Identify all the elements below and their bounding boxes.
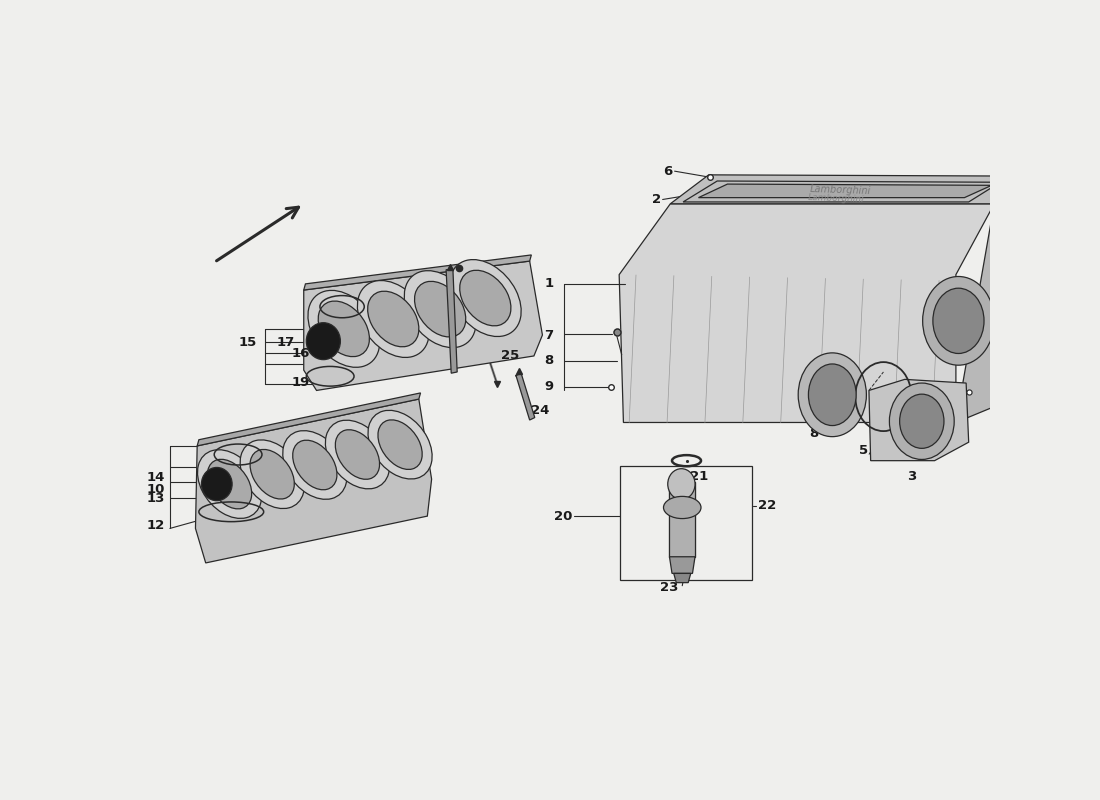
Ellipse shape xyxy=(460,270,510,326)
Text: 22: 22 xyxy=(758,499,777,512)
Text: Lamborghini: Lamborghini xyxy=(810,184,871,196)
Ellipse shape xyxy=(415,282,465,337)
Polygon shape xyxy=(956,176,1015,422)
Polygon shape xyxy=(683,181,1000,202)
Ellipse shape xyxy=(283,430,346,499)
Ellipse shape xyxy=(208,459,252,509)
Polygon shape xyxy=(670,175,1015,204)
Polygon shape xyxy=(304,255,531,290)
Polygon shape xyxy=(197,393,420,446)
Ellipse shape xyxy=(668,469,695,499)
Polygon shape xyxy=(869,379,969,461)
Text: 15: 15 xyxy=(239,336,257,349)
Text: 4: 4 xyxy=(954,423,964,436)
Ellipse shape xyxy=(808,364,856,426)
Polygon shape xyxy=(196,399,431,563)
Ellipse shape xyxy=(890,383,954,459)
Text: 21: 21 xyxy=(690,470,708,483)
Text: 8: 8 xyxy=(808,427,818,440)
Ellipse shape xyxy=(923,277,994,365)
Text: 9: 9 xyxy=(544,380,553,394)
Text: 13: 13 xyxy=(146,492,165,506)
Polygon shape xyxy=(304,261,542,390)
Text: 17: 17 xyxy=(277,336,295,349)
Text: Lamborghini: Lamborghini xyxy=(808,194,865,204)
Ellipse shape xyxy=(663,496,701,518)
Ellipse shape xyxy=(900,394,944,448)
Text: 14: 14 xyxy=(146,471,165,485)
Text: 11: 11 xyxy=(257,442,275,455)
Text: 6: 6 xyxy=(663,165,673,178)
Text: 19: 19 xyxy=(292,376,310,389)
Ellipse shape xyxy=(358,281,429,358)
Text: 2: 2 xyxy=(652,193,661,206)
Ellipse shape xyxy=(799,353,867,437)
Ellipse shape xyxy=(368,410,432,479)
Ellipse shape xyxy=(306,322,340,360)
Text: 12: 12 xyxy=(146,519,165,533)
Ellipse shape xyxy=(405,270,476,348)
Text: 7: 7 xyxy=(544,329,553,342)
Text: 24: 24 xyxy=(531,404,550,417)
Ellipse shape xyxy=(201,467,232,501)
Ellipse shape xyxy=(378,420,422,470)
Ellipse shape xyxy=(250,450,295,499)
Text: 3: 3 xyxy=(906,470,916,483)
Polygon shape xyxy=(673,574,691,582)
Polygon shape xyxy=(516,373,535,420)
Ellipse shape xyxy=(933,288,984,354)
Text: 23: 23 xyxy=(660,581,679,594)
Text: 20: 20 xyxy=(554,510,572,522)
Text: 1: 1 xyxy=(544,278,553,290)
Polygon shape xyxy=(670,557,695,574)
Ellipse shape xyxy=(240,440,305,509)
Ellipse shape xyxy=(367,291,419,346)
Text: 26: 26 xyxy=(442,288,461,301)
Bar xyxy=(620,466,752,579)
Ellipse shape xyxy=(450,259,521,337)
Ellipse shape xyxy=(308,290,380,367)
Ellipse shape xyxy=(198,450,262,518)
Polygon shape xyxy=(670,482,695,557)
Polygon shape xyxy=(447,270,458,373)
Text: 5: 5 xyxy=(859,444,868,457)
Ellipse shape xyxy=(326,420,389,489)
Ellipse shape xyxy=(336,430,380,479)
Text: 10: 10 xyxy=(146,482,165,495)
Text: 16: 16 xyxy=(292,347,310,360)
Polygon shape xyxy=(619,204,994,422)
Polygon shape xyxy=(698,184,992,198)
Text: 18: 18 xyxy=(350,318,368,330)
Ellipse shape xyxy=(318,301,370,357)
Text: 25: 25 xyxy=(500,350,519,362)
Text: 8: 8 xyxy=(544,354,553,367)
Ellipse shape xyxy=(293,440,337,490)
